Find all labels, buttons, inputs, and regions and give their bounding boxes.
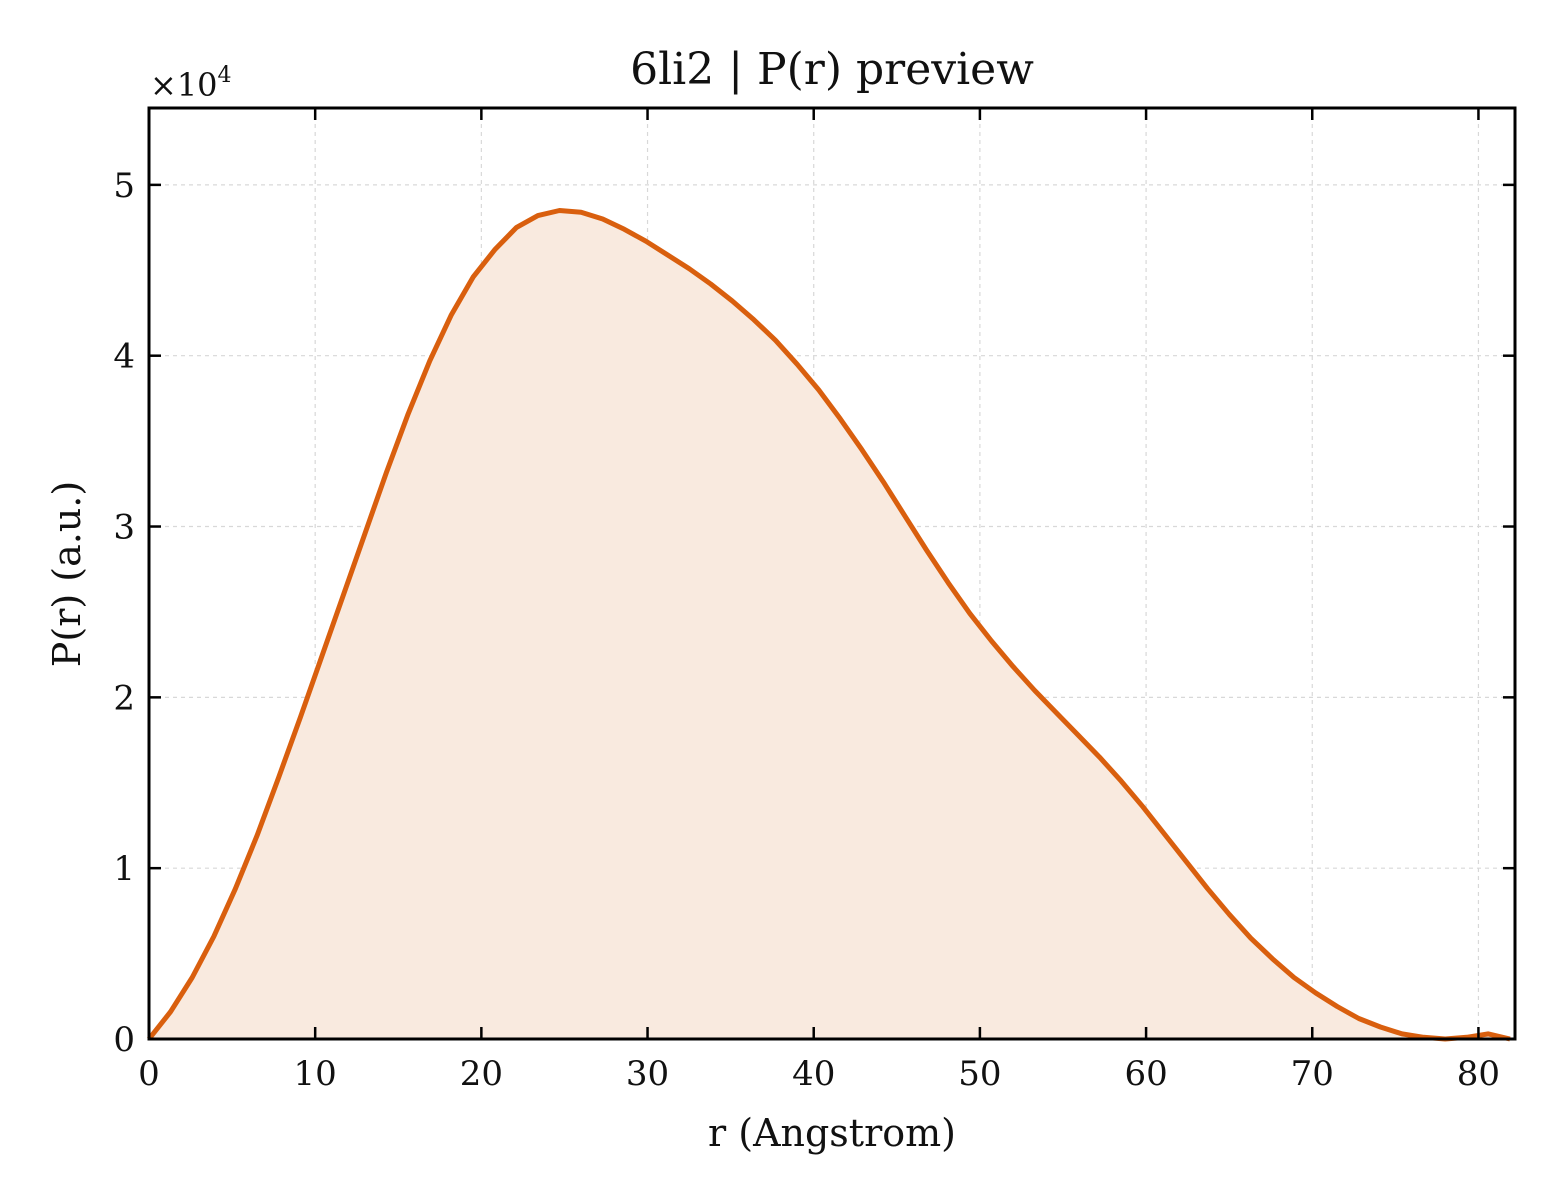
area-fill: [149, 210, 1510, 1039]
x-tick-label: 40: [792, 1054, 835, 1094]
chart-title: 6li2 | P(r) preview: [630, 44, 1034, 95]
y-tick-label: 1: [113, 849, 135, 889]
x-tick-label: 10: [294, 1054, 337, 1094]
plot-frame: [147, 106, 1517, 1041]
x-tick-label: 60: [1124, 1054, 1167, 1094]
y-axis-label: P(r) (a.u.): [45, 481, 89, 667]
x-tick-label: 70: [1291, 1054, 1334, 1094]
y-tick-label: 0: [113, 1020, 135, 1060]
x-tick-label: 20: [460, 1054, 503, 1094]
x-tick-label: 50: [958, 1054, 1001, 1094]
multiplier-exponent: 4: [218, 63, 232, 88]
series-line: [147, 208, 1511, 1042]
y-axis-multiplier: ×104: [150, 63, 232, 104]
y-tick-label: 3: [113, 508, 135, 548]
x-tick-label: 80: [1457, 1054, 1500, 1094]
y-tick-label: 2: [113, 678, 135, 718]
x-axis-label: r (Angstrom): [708, 1111, 956, 1155]
y-tick-label: 4: [113, 337, 135, 377]
multiplier-base: ×10: [150, 66, 218, 104]
x-tick-label: 30: [626, 1054, 669, 1094]
x-axis-ticks: 0 10 20 30 40 50 60 70 80: [138, 108, 1500, 1094]
y-tick-label: 5: [113, 166, 135, 206]
x-tick-label: 0: [138, 1054, 160, 1094]
